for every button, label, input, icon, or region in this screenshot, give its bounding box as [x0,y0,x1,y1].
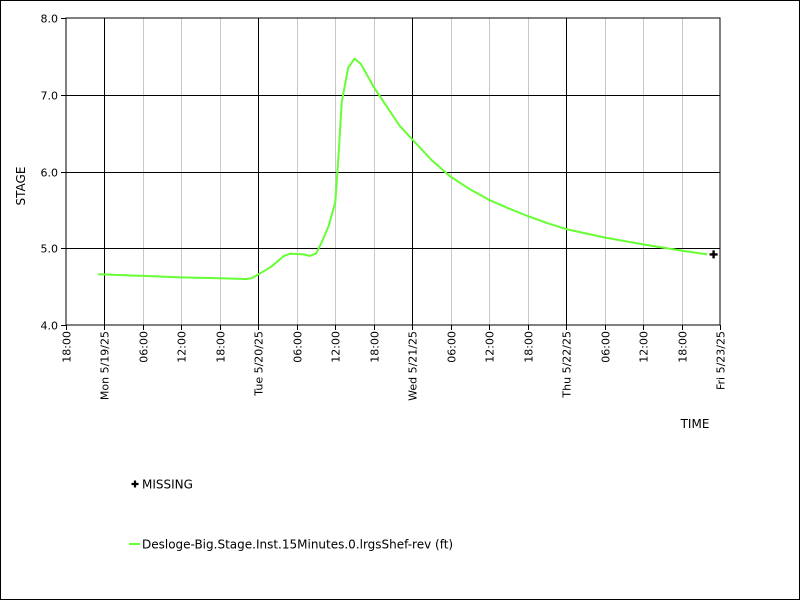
y-tick-label: 4.0 [41,320,59,333]
y-tick-label: 6.0 [41,167,59,180]
grid-layer [66,18,720,325]
x-tick-label: 18:00 [215,331,228,363]
x-tick-label: 18:00 [677,331,690,363]
y-tick-label: 5.0 [41,243,59,256]
series-line [98,57,708,280]
legend: MISSING Desloge-Big.Stage.Inst.15Minutes… [129,478,453,552]
x-tick-label: Fri 5/23/25 [715,331,728,390]
legend-missing-item: MISSING [131,478,193,492]
x-tick-label: 18:00 [61,331,74,363]
legend-missing-marker-icon [131,480,139,488]
x-tick-label: 12:00 [484,331,497,363]
tick-layer: 18:00 Mon 5/19/25 06:00 12:00 18:00 Tue 5/20/… [41,13,728,401]
x-tick-label: 06:00 [600,331,613,363]
x-tick-label: Mon 5/19/25 [99,331,112,400]
x-tick-label: 06:00 [138,331,151,363]
legend-series-label: Desloge-Big.Stage.Inst.15Minutes.0.lrgsS… [142,538,453,552]
legend-missing-label: MISSING [142,478,193,492]
x-axis-title: TIME [680,417,710,431]
plot-area-border [65,17,721,326]
x-tick-label: 12:00 [638,331,651,363]
x-tick-label: 06:00 [446,331,459,363]
y-tick-label: 8.0 [41,13,59,26]
missing-layer [709,250,718,259]
missing-point-marker [709,250,718,259]
x-tick-label: Wed 5/21/25 [407,331,420,401]
x-tick-label: Tue 5/20/25 [253,331,266,397]
series-layer [98,57,708,280]
x-tick-label: 18:00 [523,331,536,363]
x-tick-label: 18:00 [369,331,382,363]
x-tick-label: 12:00 [176,331,189,363]
y-tick-label: 7.0 [41,90,59,103]
y-axis-title: STAGE [14,167,28,206]
x-tick-label: Thu 5/22/25 [561,331,574,399]
legend-series-item: Desloge-Big.Stage.Inst.15Minutes.0.lrgsS… [129,538,453,552]
x-tick-label: 06:00 [292,331,305,363]
x-tick-label: 12:00 [330,331,343,363]
